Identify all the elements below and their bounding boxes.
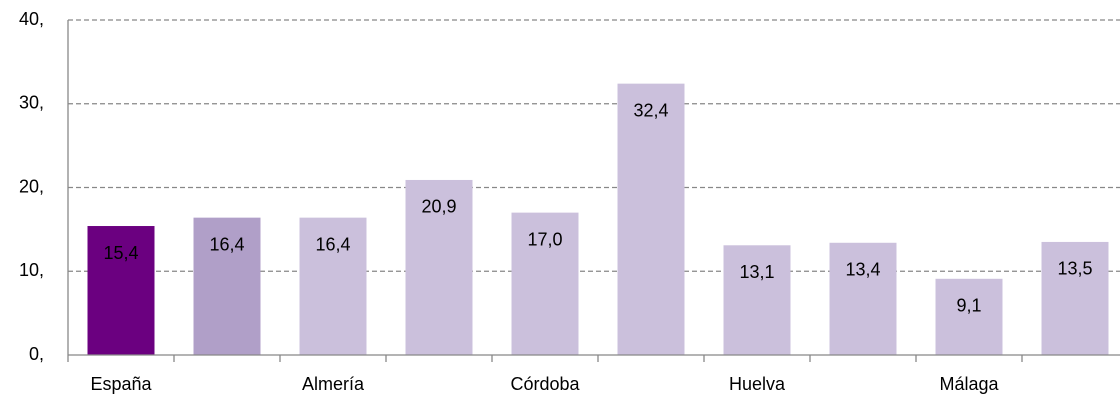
value-label: 16,4 [315, 234, 350, 254]
value-label: 16,4 [209, 234, 244, 254]
x-tick-label: Córdoba [510, 374, 580, 394]
bar [829, 242, 897, 355]
bar [723, 245, 791, 355]
value-label: 17,0 [527, 229, 562, 249]
value-label: 13,1 [739, 262, 774, 282]
bar [405, 179, 473, 355]
value-label: 32,4 [633, 100, 668, 120]
value-label: 9,1 [956, 296, 981, 316]
bar [617, 83, 685, 356]
value-label: 13,5 [1057, 259, 1092, 279]
y-tick-label: 20, [19, 176, 44, 196]
bar [193, 217, 261, 355]
x-tick-label: Málaga [939, 374, 999, 394]
bar [935, 278, 1003, 355]
bar [87, 226, 155, 355]
bar [1041, 241, 1109, 355]
value-label: 20,9 [421, 197, 456, 217]
value-label: 13,4 [845, 260, 880, 280]
x-tick-label: Huelva [729, 374, 786, 394]
bar [299, 217, 367, 355]
y-tick-label: 10, [19, 260, 44, 280]
y-tick-label: 40, [19, 9, 44, 29]
x-tick-label: España [90, 374, 152, 394]
y-tick-label: 30, [19, 93, 44, 113]
y-tick-label: 0, [29, 344, 44, 364]
bar [511, 212, 579, 355]
value-label: 15,4 [103, 243, 138, 263]
x-tick-label: Almería [302, 374, 365, 394]
